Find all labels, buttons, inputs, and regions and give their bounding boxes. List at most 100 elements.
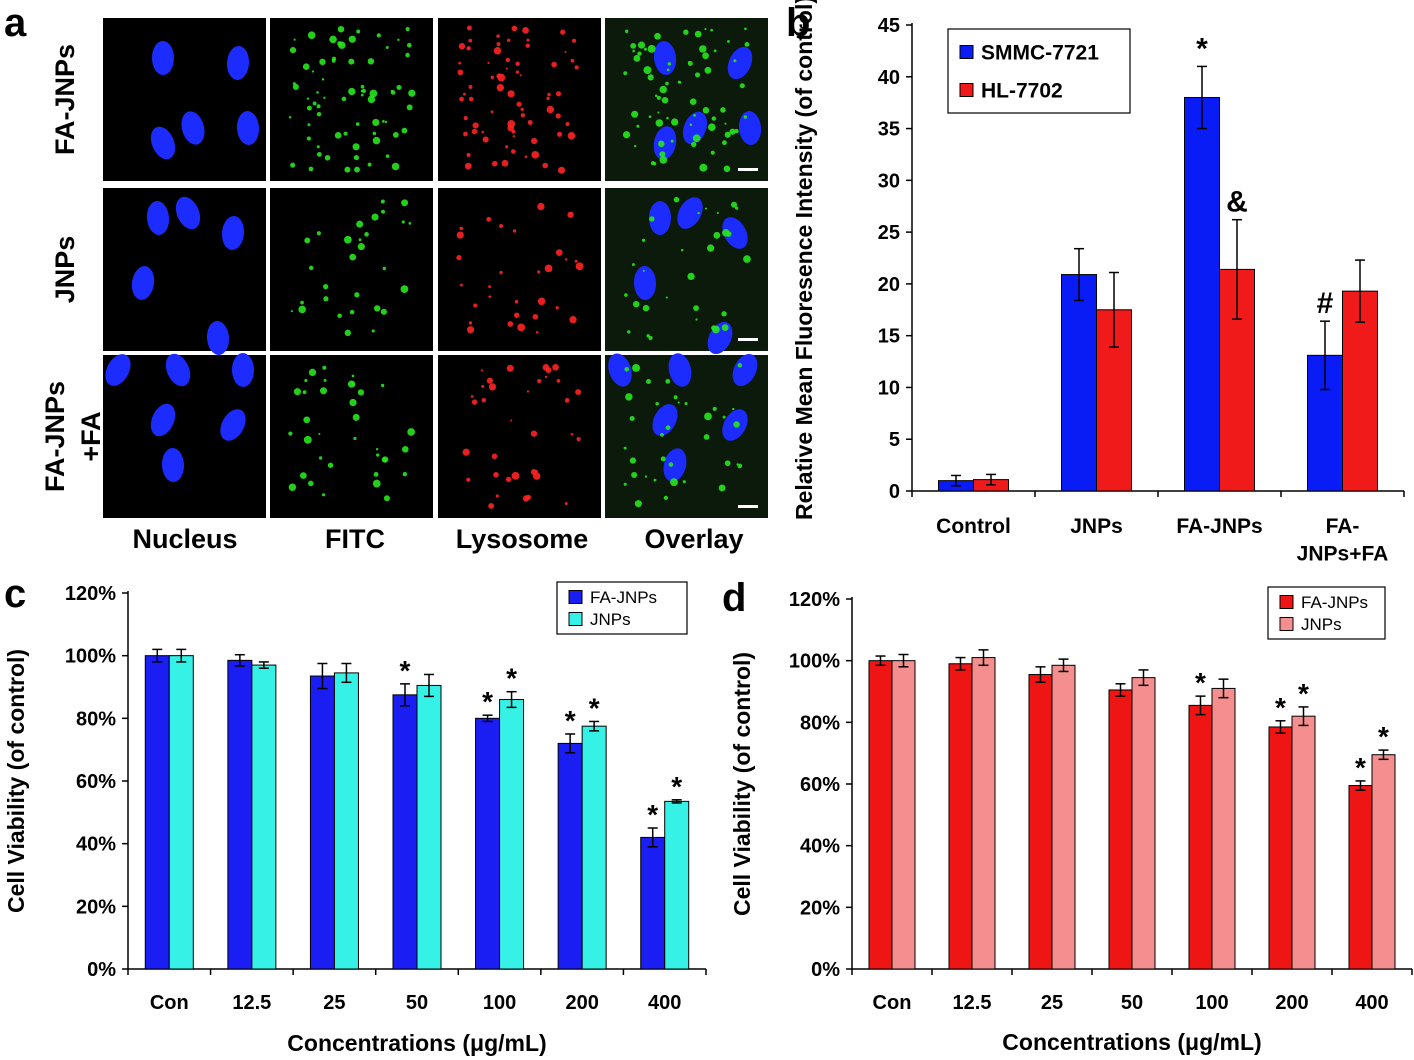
fluorescence-spot [744,27,747,31]
fluorescence-spot [381,457,387,463]
fluorescence-spot [703,434,710,440]
fluorescence-spot [691,141,697,148]
fluorescence-spot [488,295,492,299]
fluorescence-spot [312,101,317,106]
row-label-line: +FA [76,411,106,461]
fluorescence-spot [472,122,479,129]
fluorescence-spot [718,484,726,492]
x-tick-label-jnps: JNPs [1070,515,1123,538]
fluorescence-spot [699,163,708,172]
fluorescence-spot [637,41,646,49]
fluorescence-spot [290,310,293,313]
fluorescence-spot [537,270,541,274]
scale-bar [738,505,758,508]
fluorescence-spot [692,134,701,143]
significance-marker: * [1275,692,1286,723]
fluorescence-spot [471,128,478,135]
fluorescence-spot [496,34,500,38]
fluorescence-spot [505,67,508,70]
fluorescence-spot [704,28,707,31]
fluorescence-spot [737,463,743,469]
nucleus-blob [732,353,758,387]
bar-fa-jnps-50 [392,694,418,970]
fluorescence-spot [353,154,359,161]
fluorescence-spot [486,216,492,222]
fluorescence-spot [495,494,499,498]
x-tick-label-fa-jnps-fa: FA- JNPs+FA [1297,515,1389,565]
nucleus-blob [105,354,131,386]
fluorescence-spot [456,231,464,239]
fluorescence-spot [349,309,355,315]
fluorescence-spot [371,213,379,221]
bar-jnps-100 [499,699,525,970]
fluorescence-spot [637,51,642,56]
fluorescence-spot [367,95,376,104]
fluorescence-spot [323,96,326,100]
panel-letter-b: b [786,1,810,45]
fluorescence-spot [530,430,538,437]
fluorescence-spot [661,96,669,104]
fluorescence-spot [303,435,312,444]
fluorescence-spot [382,266,387,271]
significance-marker: * [1196,32,1208,65]
fluorescence-spot [466,25,472,31]
fluorescence-spot [463,92,466,96]
fluorescence-spot [687,61,693,66]
fluorescence-spot [663,495,669,501]
y-tick-label: 25 [878,222,900,244]
fluorescence-spot [311,70,315,73]
panel-letter-a: a [4,1,27,45]
fluorescence-spot [372,118,380,127]
fluorescence-spot [401,446,409,453]
x-tick-label-line: Con [873,992,912,1014]
y-tick-label: 100% [789,651,840,673]
fluorescence-spot [705,207,708,210]
fluorescence-spot [557,131,563,137]
fluorescence-spot [649,216,655,222]
micrograph-background [438,355,601,518]
fluorescence-spot [546,105,555,114]
fluorescence-spot [354,166,360,173]
nucleus-blob [677,197,703,229]
fluorescence-spot [289,46,297,54]
fluorescence-spot [466,326,475,334]
legend-swatch-jnps [568,612,583,626]
fluorescence-spot [318,432,321,435]
fluorescence-spot [684,401,688,406]
y-tick-label: 5 [889,429,900,451]
fluorescence-spot [632,364,640,372]
significance-marker: * [1195,667,1206,698]
fluorescence-spot [304,237,311,244]
bar-jnps-50 [1131,677,1156,970]
y-tick-label: 10 [878,377,900,399]
fluorescence-spot [348,35,356,43]
bar-jnps-200 [581,725,607,970]
fluorescence-spot [624,293,628,297]
nucleus-blob [226,46,250,80]
bar-fa-jnps-200 [557,742,583,970]
fluorescence-spot [348,58,355,65]
fluorescence-spot [516,101,522,107]
bar-jnps-con [891,660,916,970]
fluorescence-spot [356,220,364,228]
fluorescence-spot [682,480,686,484]
x-tick-label-line: 100 [1195,992,1228,1014]
fluorescence-spot [381,119,385,123]
x-tick-label-line: JNPs+FA [1297,542,1389,565]
fluorescence-spot [468,85,473,89]
fluorescence-spot [654,32,661,40]
fluorescence-spot [552,363,559,371]
x-tick-label-100: 100 [1195,992,1228,1014]
fluorescence-spot [306,97,310,100]
fluorescence-spot [351,382,355,386]
fluorescence-spot [505,57,510,63]
nucleus-blob [206,321,230,355]
fluorescence-spot [547,92,551,97]
fluorescence-spot [337,313,342,319]
fluorescence-spot [367,58,375,65]
x-tick-label-200: 200 [565,992,598,1014]
fluorescence-spot [525,43,530,48]
fluorescence-spot [564,50,567,53]
fluorescence-spot [288,431,293,436]
